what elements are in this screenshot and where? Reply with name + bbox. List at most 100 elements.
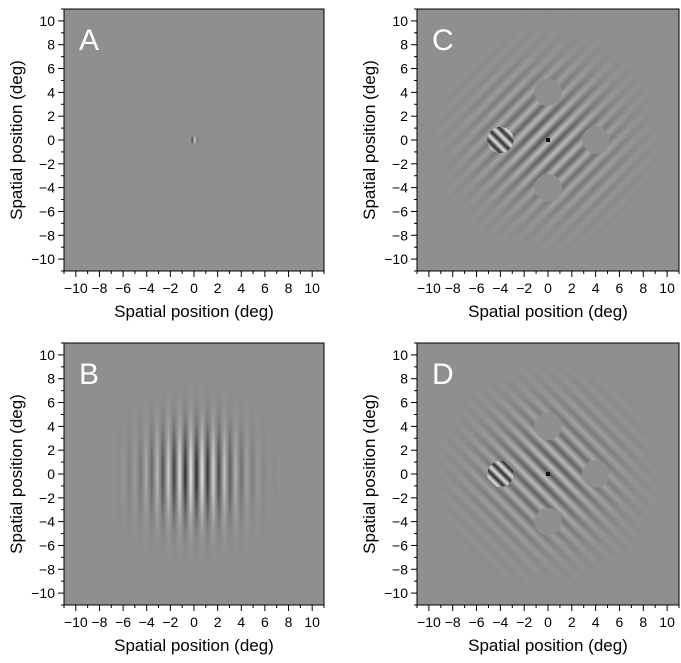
x-tick-label: 0 bbox=[544, 614, 552, 630]
plot-area bbox=[64, 343, 324, 605]
x-tick-label: 10 bbox=[304, 280, 320, 296]
x-tick-label: −2 bbox=[162, 614, 178, 630]
y-tick-label: −8 bbox=[392, 561, 408, 577]
x-axis-label: Spatial position (deg) bbox=[468, 636, 628, 655]
y-tick-label: 2 bbox=[400, 442, 408, 458]
x-tick-label: −10 bbox=[417, 280, 441, 296]
y-tick-label: 2 bbox=[47, 442, 55, 458]
flanker-hole bbox=[534, 78, 562, 107]
flanker-hole bbox=[534, 507, 562, 536]
y-tick-label: −6 bbox=[392, 537, 408, 553]
flanker-hole bbox=[581, 126, 610, 154]
x-tick-label: 4 bbox=[237, 280, 245, 296]
plot-area bbox=[417, 9, 679, 271]
y-tick-label: 0 bbox=[400, 132, 408, 148]
x-tick-label: 8 bbox=[285, 280, 293, 296]
y-tick-label: 8 bbox=[400, 371, 408, 387]
y-tick-label: 6 bbox=[47, 61, 55, 77]
y-tick-label: −2 bbox=[39, 156, 55, 172]
x-tick-label: −8 bbox=[445, 280, 461, 296]
x-tick-label: 4 bbox=[592, 614, 600, 630]
x-tick-label: −2 bbox=[516, 614, 532, 630]
y-axis-label: Spatial position (deg) bbox=[7, 394, 26, 554]
x-tick-label: −8 bbox=[91, 614, 107, 630]
x-tick-label: −2 bbox=[516, 280, 532, 296]
y-tick-label: 6 bbox=[400, 61, 408, 77]
panel-letter: B bbox=[79, 358, 99, 391]
flanker-hole bbox=[581, 460, 610, 488]
x-tick-label: 0 bbox=[190, 614, 198, 630]
target-grating bbox=[487, 126, 514, 154]
y-tick-label: −4 bbox=[392, 180, 408, 196]
y-tick-label: 10 bbox=[392, 347, 408, 363]
x-tick-label: 0 bbox=[190, 280, 198, 296]
x-tick-label: 6 bbox=[261, 280, 269, 296]
y-tick-label: 4 bbox=[400, 418, 408, 434]
x-axis-label: Spatial position (deg) bbox=[468, 302, 628, 321]
x-tick-label: −4 bbox=[492, 280, 508, 296]
y-axis-label: Spatial position (deg) bbox=[360, 394, 379, 554]
y-tick-label: 0 bbox=[47, 132, 55, 148]
flanker-hole bbox=[534, 412, 562, 441]
x-tick-label: −10 bbox=[417, 614, 441, 630]
y-tick-label: 8 bbox=[400, 37, 408, 53]
y-tick-label: −8 bbox=[392, 227, 408, 243]
panel-letter: A bbox=[79, 24, 99, 57]
y-tick-label: 0 bbox=[400, 466, 408, 482]
y-axis-label: Spatial position (deg) bbox=[360, 60, 379, 220]
x-tick-label: 8 bbox=[639, 280, 647, 296]
y-tick-label: 0 bbox=[47, 466, 55, 482]
x-tick-label: 10 bbox=[659, 614, 675, 630]
x-tick-label: −10 bbox=[64, 280, 88, 296]
y-tick-label: −10 bbox=[384, 585, 408, 601]
x-tick-label: −4 bbox=[139, 614, 155, 630]
x-tick-label: −4 bbox=[139, 280, 155, 296]
y-tick-label: −4 bbox=[39, 180, 55, 196]
x-tick-label: −6 bbox=[469, 280, 485, 296]
target-grating bbox=[487, 460, 514, 488]
x-tick-label: −8 bbox=[91, 280, 107, 296]
y-tick-label: −8 bbox=[39, 227, 55, 243]
y-tick-label: −4 bbox=[39, 514, 55, 530]
y-tick-label: 2 bbox=[400, 108, 408, 124]
gabor-patch bbox=[64, 343, 324, 605]
x-tick-label: −6 bbox=[469, 614, 485, 630]
flanker-hole bbox=[534, 173, 562, 202]
panel-d: D−10−10−8−8−6−6−4−4−2−200224466881010Spa… bbox=[360, 342, 680, 655]
plot-area bbox=[64, 9, 324, 271]
x-axis-label: Spatial position (deg) bbox=[114, 302, 274, 321]
x-tick-label: 6 bbox=[616, 614, 624, 630]
y-tick-label: −10 bbox=[31, 585, 55, 601]
y-tick-label: 6 bbox=[400, 395, 408, 411]
y-tick-label: 8 bbox=[47, 371, 55, 387]
x-tick-label: 10 bbox=[659, 280, 675, 296]
panel-letter: D bbox=[432, 358, 454, 391]
y-tick-label: −2 bbox=[392, 490, 408, 506]
y-tick-label: 2 bbox=[47, 108, 55, 124]
panel-letter: C bbox=[432, 24, 454, 57]
y-tick-label: 10 bbox=[39, 347, 55, 363]
x-tick-label: −8 bbox=[445, 614, 461, 630]
y-tick-label: −10 bbox=[384, 251, 408, 267]
y-tick-label: −10 bbox=[31, 251, 55, 267]
panel-c: C−10−10−8−8−6−6−4−4−2−200224466881010Spa… bbox=[360, 8, 680, 321]
y-tick-label: −6 bbox=[392, 203, 408, 219]
panel-a: A−10−10−8−8−6−6−4−4−2−200224466881010Spa… bbox=[7, 8, 325, 321]
y-tick-label: −2 bbox=[392, 156, 408, 172]
y-tick-label: 4 bbox=[47, 418, 55, 434]
x-tick-label: −6 bbox=[115, 280, 131, 296]
y-tick-label: −2 bbox=[39, 490, 55, 506]
y-tick-label: −6 bbox=[39, 203, 55, 219]
y-tick-label: −4 bbox=[392, 514, 408, 530]
y-axis-label: Spatial position (deg) bbox=[7, 60, 26, 220]
x-tick-label: 2 bbox=[214, 280, 222, 296]
x-tick-label: 0 bbox=[544, 280, 552, 296]
y-tick-label: 10 bbox=[39, 13, 55, 29]
x-tick-label: 8 bbox=[639, 614, 647, 630]
y-tick-label: 6 bbox=[47, 395, 55, 411]
x-tick-label: 2 bbox=[568, 614, 576, 630]
y-tick-label: 8 bbox=[47, 37, 55, 53]
plot-area bbox=[417, 343, 679, 605]
gabor-patch bbox=[64, 9, 324, 271]
